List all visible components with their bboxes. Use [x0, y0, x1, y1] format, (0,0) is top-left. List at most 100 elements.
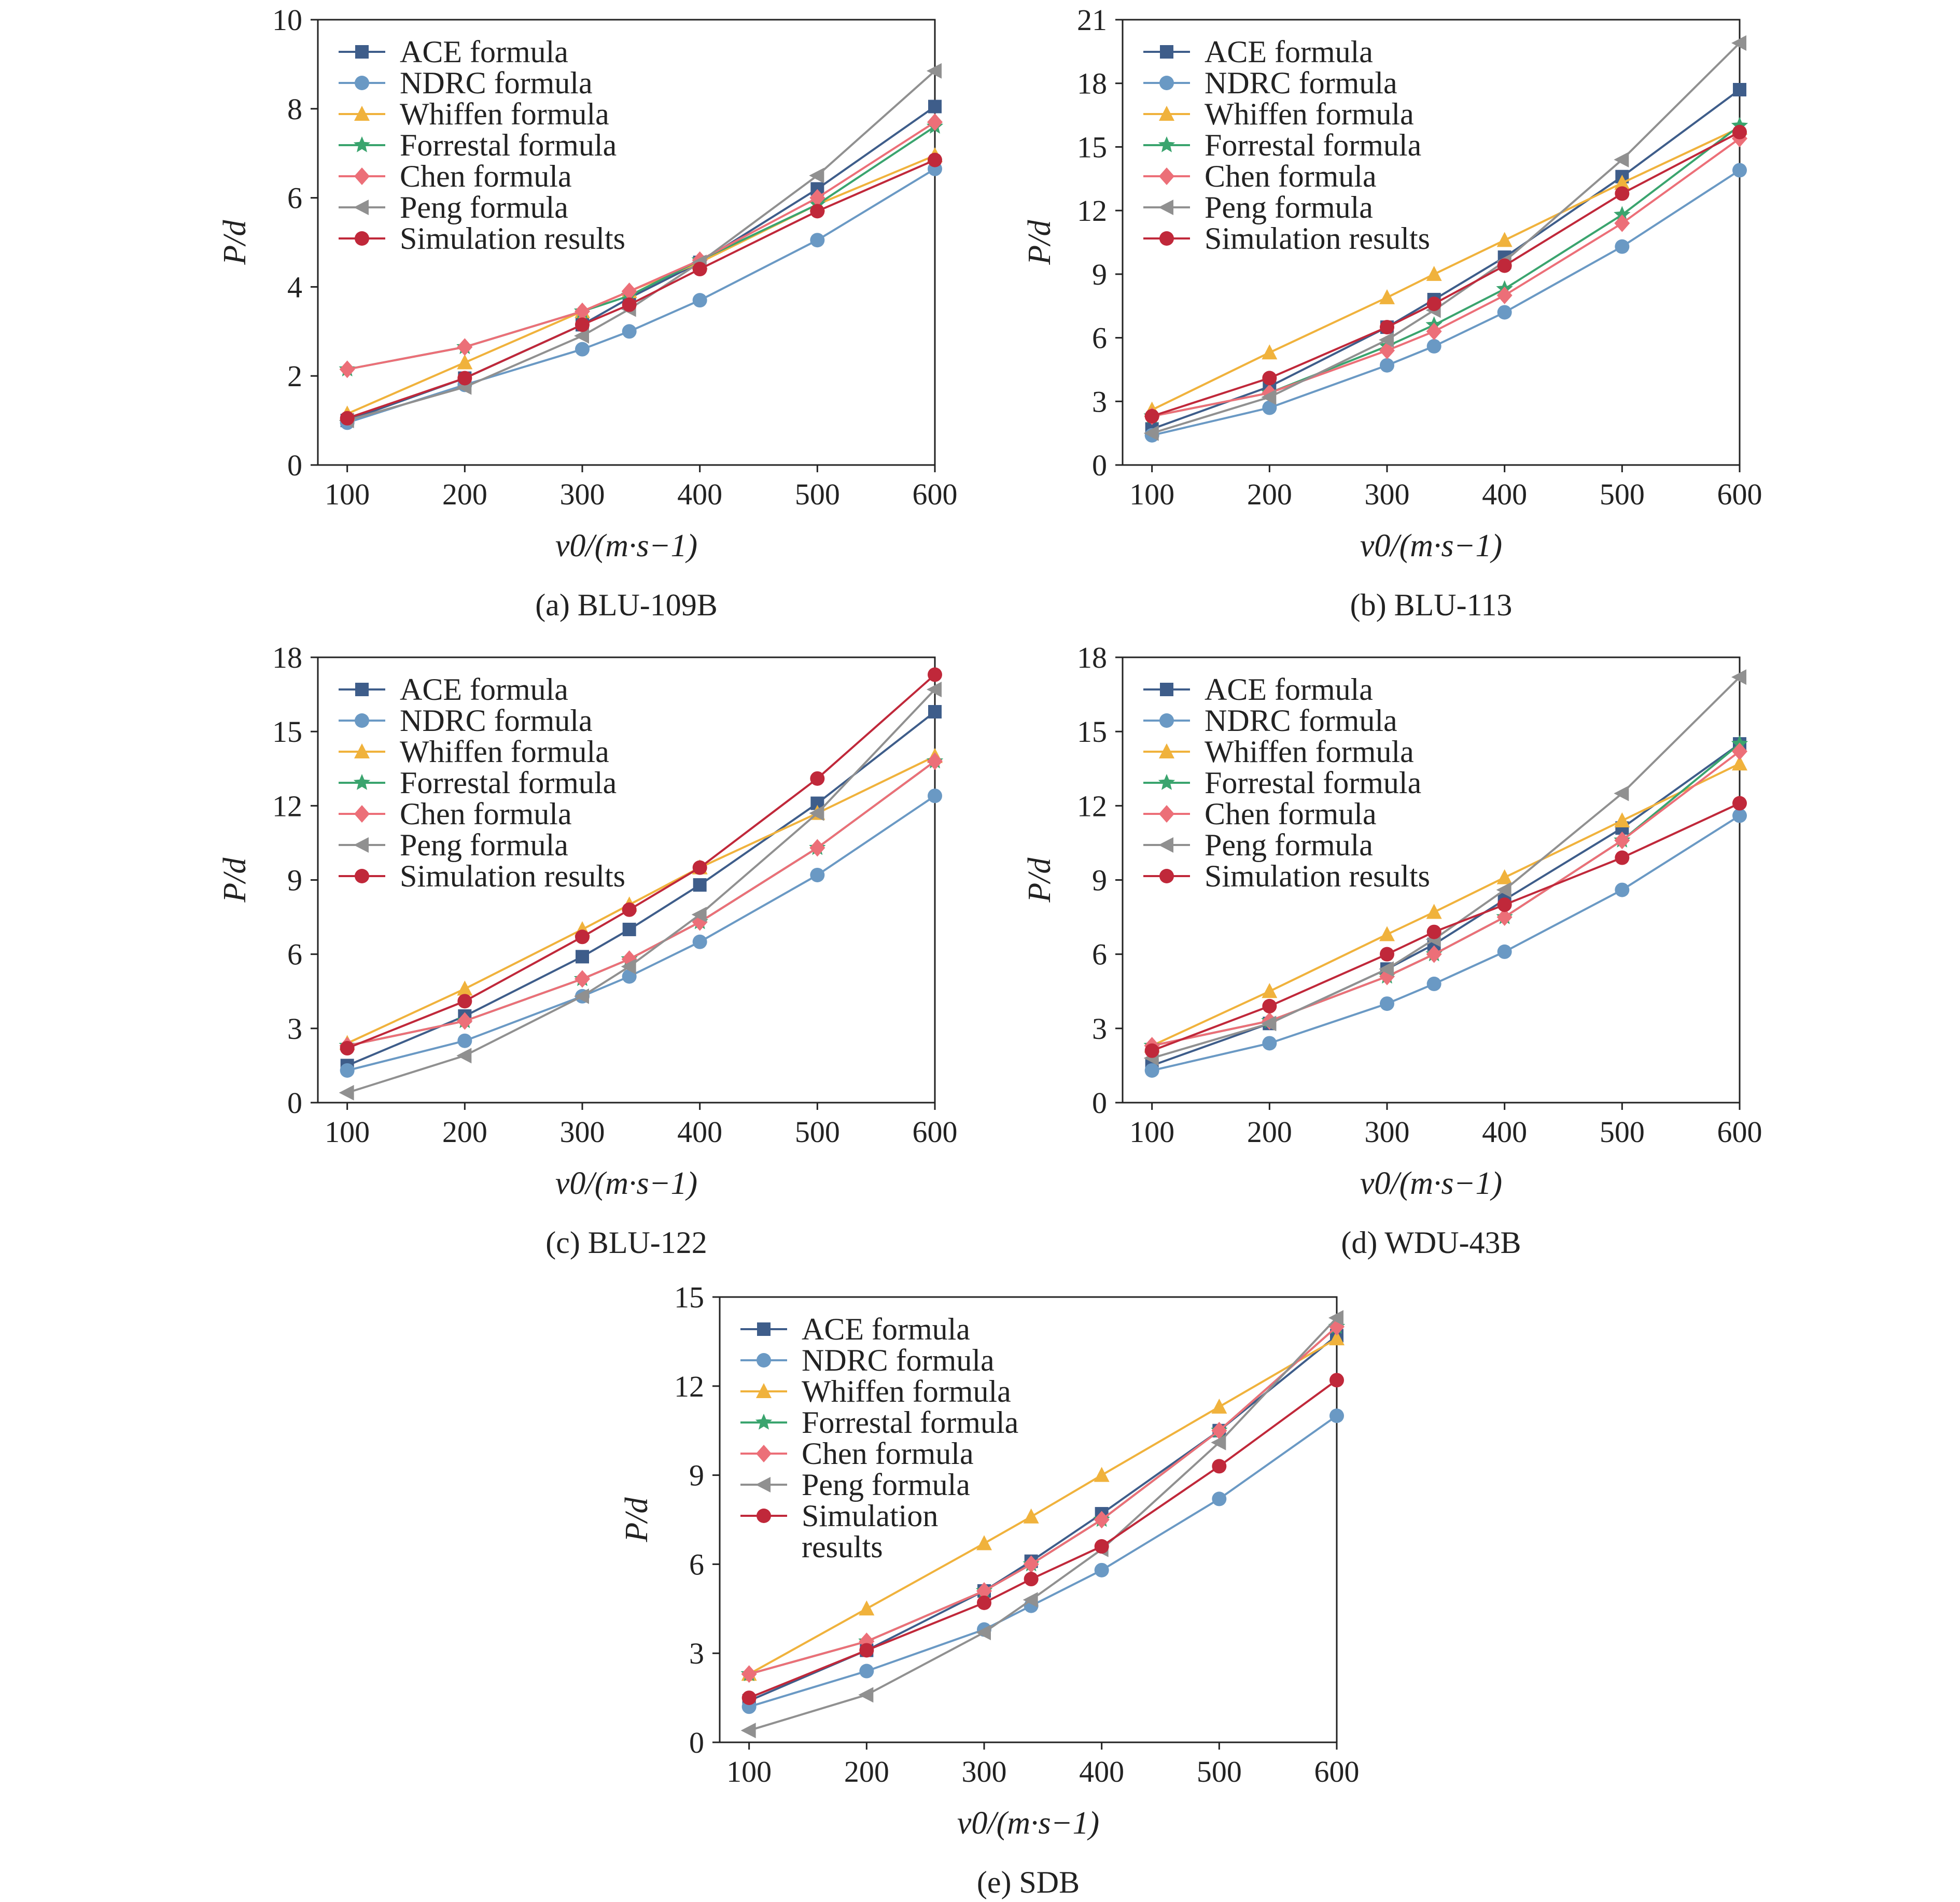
- legend-label-sim: Simulation results: [802, 1499, 938, 1564]
- y-tick-label: 6: [287, 181, 302, 215]
- data-point-chen: [1023, 1555, 1039, 1573]
- x-tick-label: 100: [1129, 477, 1174, 511]
- legend-marker-ace: [757, 1322, 771, 1336]
- legend-label-ndrc: NDRC formula: [1205, 66, 1397, 100]
- legend-marker-chen: [354, 167, 370, 185]
- y-tick-label: 12: [272, 789, 302, 823]
- data-point-peng: [809, 167, 824, 184]
- x-tick-label: 400: [1079, 1755, 1124, 1788]
- legend-marker-peng: [755, 1477, 771, 1492]
- y-axis-label: P/d: [1022, 857, 1057, 903]
- panel-caption: (d) WDU-43B: [1341, 1225, 1521, 1260]
- y-tick-label: 4: [287, 270, 302, 304]
- legend-marker-chen: [1159, 167, 1174, 185]
- data-point-ndrc: [928, 788, 942, 804]
- data-point-sim: [340, 1041, 355, 1056]
- data-point-sim: [928, 152, 942, 167]
- legend-marker-forrestal: [1158, 136, 1175, 152]
- legend-label-ace: ACE formula: [802, 1312, 970, 1346]
- data-point-ndrc: [1732, 808, 1747, 823]
- legend-marker-whiffen: [354, 106, 370, 121]
- legend-label-ace: ACE formula: [1205, 672, 1373, 707]
- data-point-whiffen: [1496, 869, 1513, 884]
- x-tick-label: 400: [1482, 477, 1527, 511]
- data-point-sim: [1380, 320, 1394, 335]
- data-point-ace: [693, 878, 707, 892]
- data-point-ndrc: [1212, 1491, 1227, 1506]
- legend-marker-ndrc: [355, 713, 369, 728]
- data-point-sim: [1426, 924, 1441, 939]
- y-tick-label: 15: [1077, 715, 1107, 749]
- data-point-whiffen: [976, 1535, 992, 1551]
- panel-caption: (c) BLU-122: [545, 1225, 707, 1260]
- data-point-sim: [928, 667, 942, 682]
- legend-label-chen: Chen formula: [400, 797, 572, 831]
- y-tick-label: 9: [689, 1459, 704, 1492]
- y-tick-label: 12: [1077, 194, 1107, 228]
- x-tick-label: 600: [1717, 477, 1762, 511]
- data-point-ndrc: [692, 293, 707, 308]
- legend-marker-whiffen: [756, 1383, 772, 1398]
- data-point-whiffen: [1262, 983, 1278, 998]
- legend-marker-ace: [1160, 45, 1173, 59]
- data-point-sim: [1329, 1373, 1344, 1388]
- legend-marker-ace: [1160, 683, 1173, 696]
- data-point-peng: [574, 328, 589, 344]
- y-tick-label: 6: [287, 938, 302, 971]
- legend-label-sim: Simulation results: [1205, 221, 1430, 256]
- x-tick-label: 300: [1365, 477, 1410, 511]
- legend-label-sim: Simulation results: [400, 859, 625, 893]
- data-point-sim: [810, 771, 825, 786]
- data-point-chen: [575, 302, 590, 320]
- x-tick-label: 300: [560, 1115, 605, 1149]
- legend-marker-peng: [1158, 200, 1173, 215]
- legend-marker-peng: [354, 200, 369, 215]
- data-point-sim: [1144, 408, 1159, 424]
- plot-frame: [1122, 19, 1741, 466]
- data-point-peng: [339, 1084, 354, 1101]
- legend-marker-forrestal: [755, 1414, 773, 1430]
- legend-marker-sim: [757, 1509, 771, 1523]
- y-tick-label: 9: [1092, 258, 1107, 291]
- data-point-peng: [1614, 785, 1629, 801]
- data-point-ndrc: [457, 1033, 472, 1048]
- legend-label-forrestal: Forrestal formula: [802, 1405, 1018, 1440]
- data-point-ndrc: [1380, 996, 1394, 1011]
- y-tick-label: 0: [287, 1086, 302, 1120]
- data-point-sim: [1024, 1572, 1039, 1587]
- data-point-peng: [621, 959, 636, 975]
- data-point-chen: [457, 1012, 473, 1030]
- data-point-peng: [1379, 961, 1394, 977]
- legend-label-whiffen: Whiffen formula: [1205, 735, 1414, 769]
- legend-marker-ndrc: [1159, 713, 1174, 728]
- data-point-ace: [928, 705, 942, 718]
- data-point-ndrc: [1615, 239, 1630, 254]
- x-tick-label: 500: [1600, 477, 1645, 511]
- x-axis-label: v0/(m·s−1): [555, 528, 697, 563]
- y-tick-label: 15: [1077, 130, 1107, 164]
- data-point-whiffen: [1329, 1330, 1345, 1346]
- y-tick-label: 9: [287, 864, 302, 897]
- data-point-whiffen: [1614, 812, 1630, 827]
- x-tick-label: 400: [677, 477, 722, 511]
- legend-label-ace: ACE formula: [400, 672, 568, 707]
- data-point-chen: [575, 970, 590, 988]
- data-point-chen: [927, 752, 943, 770]
- x-tick-label: 100: [325, 1115, 370, 1149]
- data-point-whiffen: [1262, 344, 1278, 360]
- x-tick-label: 300: [962, 1755, 1007, 1788]
- x-tick-label: 600: [1314, 1755, 1360, 1788]
- data-point-sim: [692, 860, 707, 875]
- data-point-chen: [1614, 832, 1630, 850]
- legend-label-ndrc: NDRC formula: [400, 703, 593, 738]
- x-axis-label: v0/(m·s−1): [1360, 528, 1502, 563]
- legend-marker-peng: [1158, 837, 1173, 853]
- data-point-whiffen: [1379, 289, 1395, 304]
- data-point-sim: [622, 297, 637, 312]
- legend-label-chen: Chen formula: [802, 1436, 974, 1471]
- legend-marker-forrestal: [353, 774, 371, 790]
- legend-label-whiffen: Whiffen formula: [802, 1374, 1011, 1408]
- data-point-sim: [1615, 850, 1630, 865]
- x-tick-label: 600: [913, 1115, 958, 1149]
